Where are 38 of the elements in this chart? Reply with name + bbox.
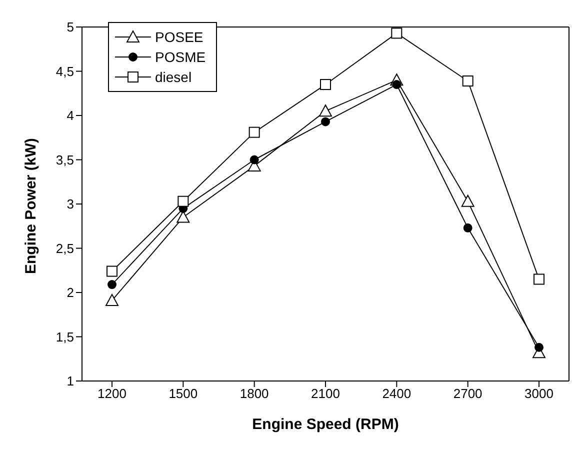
y-tick-label: 4,5	[56, 64, 74, 79]
point	[176, 210, 190, 223]
point	[248, 126, 260, 138]
point	[319, 104, 332, 117]
point	[463, 223, 472, 232]
point	[534, 274, 544, 285]
x-tick-label: 2700	[453, 386, 482, 402]
x-tick-label: 3000	[524, 386, 554, 402]
point	[106, 294, 118, 306]
point	[461, 194, 474, 207]
x-tick-label: 1200	[98, 386, 126, 402]
y-tick-label: 3,5	[56, 152, 74, 168]
point	[534, 342, 544, 352]
y-axis-title: Engine Power (kW)	[22, 138, 40, 274]
point	[320, 79, 331, 90]
x-axis-title: Engine Speed (RPM)	[252, 416, 399, 433]
x-tick-label: 2100	[311, 386, 340, 402]
point	[391, 28, 402, 39]
point	[250, 155, 259, 164]
point	[462, 75, 474, 86]
point	[392, 80, 402, 90]
x-tick-label: 1800	[240, 386, 269, 402]
y-tick-label: 2	[66, 285, 74, 300]
point	[108, 280, 116, 290]
legend-label: diesel	[155, 69, 192, 85]
x-tick-label: 1500	[168, 386, 198, 402]
point	[321, 117, 330, 126]
y-tick-label: 5	[66, 20, 74, 35]
legend-label: POSEE	[155, 29, 204, 45]
x-tick-label: 2400	[382, 386, 412, 402]
y-tick-label: 1,5	[56, 329, 74, 344]
y-tick-label: 3	[66, 196, 74, 212]
y-tick-label: 1	[66, 374, 74, 389]
point	[178, 196, 189, 207]
point	[106, 266, 118, 277]
legend-label: POSME	[155, 49, 206, 65]
y-tick-label: 2,5	[56, 240, 74, 256]
y-tick-label: 4	[66, 108, 74, 124]
